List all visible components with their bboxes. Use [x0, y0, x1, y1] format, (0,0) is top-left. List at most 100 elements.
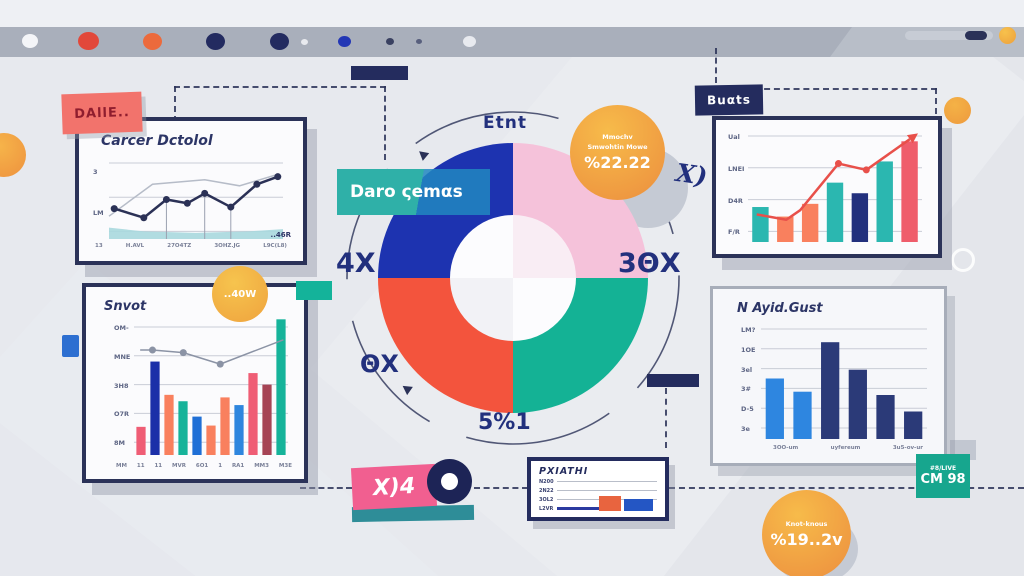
toolbar-orange-knob[interactable]	[999, 27, 1016, 44]
pxlatl-row-label: 2N22	[539, 487, 554, 494]
pxlatl-row: N200	[539, 477, 657, 486]
avid-panel-title: N Ayid.Gust	[737, 301, 823, 316]
buats-bar-chart-panel: Ual LNEI D4R F/R	[712, 116, 942, 258]
window-dot[interactable]	[338, 35, 351, 47]
y-axis-label: 8M	[114, 439, 125, 448]
x-axis-label: 1	[218, 463, 223, 469]
forty-percent-badge: ..40W	[212, 266, 268, 322]
career-x-axis: 13 H.AVL 27O4TZ 3OHZ.JG L9C(L8)	[95, 243, 287, 253]
y-axis-label: 1OE	[741, 345, 756, 354]
x-axis-label: MM	[116, 463, 127, 469]
y-axis-label: 3	[93, 168, 98, 176]
y-axis-label: MNE	[114, 352, 131, 361]
window-control-dots[interactable]	[0, 27, 520, 57]
donut-label-right: 3ΘX	[618, 248, 681, 279]
x-axis-label: MVR	[172, 463, 186, 469]
window-dot[interactable]	[463, 35, 476, 47]
pxlatl-row-label: 3OL2	[539, 496, 554, 503]
donut-label-left: 4X	[336, 248, 376, 279]
y-axis-label: 3e	[741, 425, 750, 433]
y-axis-label: Ual	[728, 133, 740, 141]
snvot-bar-chart: OM- MNE 3H8 O7R 8M	[114, 319, 292, 457]
stat-bottom-line1: Knot-knous	[785, 520, 828, 529]
x-axis-label: M3E	[278, 463, 292, 469]
stat-bottom-value: %19..2v	[770, 529, 843, 549]
donut-tag-label: Daro ςemαs	[350, 182, 463, 202]
dashed-connector	[935, 88, 937, 114]
career-line-chart-panel: Carcer Dctolol 3 LM 13 H.AVL 27O4TZ 3OHZ.JG L…	[75, 117, 307, 265]
y-axis-label: 3el	[741, 365, 753, 374]
x04-donut-icon	[427, 459, 472, 504]
forty-percent-value: ..40W	[223, 288, 257, 300]
teal-accent-strip	[296, 281, 332, 300]
window-dot[interactable]	[301, 38, 308, 45]
y-axis-label: D-5	[741, 405, 754, 414]
snvot-panel-title: Snvot	[104, 299, 147, 314]
pxlatl-cluster-bar	[624, 499, 640, 511]
stat-top-line2: Smwohtin Mowe	[587, 143, 648, 151]
pxlatl-cluster-bar	[640, 499, 653, 511]
edge-orange-circle	[0, 133, 26, 177]
stat-top-line1: Mmochv	[602, 133, 633, 142]
buats-bar-chart: Ual LNEI D4R F/R	[728, 132, 926, 244]
dalle-tag: DAllE..	[61, 91, 143, 135]
avid-x-axis: 3OO-um uyfereum 3u5-ov-ur	[773, 445, 923, 455]
snvot-bar-chart-panel: Snvot OM- MNE 3H8 O7R 8M MM 11 11 MVR 6O1 1 RA1 MM3…	[82, 283, 308, 483]
pxlatl-row-label: L2VR	[539, 505, 554, 512]
y-axis-label: O7R	[114, 410, 130, 419]
y-axis-label: LM	[93, 209, 104, 218]
x-axis-label: 13	[95, 243, 103, 249]
x04-badge: X)4	[350, 463, 438, 511]
career-panel-title: Carcer Dctolol	[101, 133, 213, 149]
career-line-chart: 3 LM	[93, 159, 287, 241]
window-dot[interactable]	[416, 39, 422, 44]
y-axis-label: D4R	[728, 196, 743, 205]
window-dot[interactable]	[22, 34, 38, 48]
dashed-connector	[174, 86, 386, 88]
x-axis-label: H.AVL	[125, 243, 145, 249]
window-dot[interactable]	[270, 32, 289, 50]
toolbar-progress-bar[interactable]	[905, 31, 993, 40]
x-axis-label: 3OO-um	[773, 445, 799, 451]
window-dot[interactable]	[206, 32, 225, 50]
x-axis-label: MM3	[254, 463, 269, 469]
career-annotation: ..46R	[270, 231, 291, 239]
orange-dot	[944, 97, 971, 124]
pxlatl-row-line	[557, 481, 657, 482]
stat-circle-bottom: Knot-knous %19..2v	[762, 490, 851, 576]
x-axis-label: L9C(L8)	[263, 243, 287, 249]
window-dot[interactable]	[143, 32, 162, 50]
navy-deco-bar	[351, 66, 408, 80]
cm98-value: CM 98	[920, 471, 966, 487]
y-axis-label: LNEI	[728, 164, 745, 173]
x-axis-label: 6O1	[195, 463, 209, 469]
window-dot[interactable]	[78, 31, 99, 50]
window-dot[interactable]	[386, 38, 394, 45]
y-axis-label: 3#	[741, 385, 751, 394]
edge-blue-square	[62, 335, 79, 357]
stat-circle-top: Mmochv Smwohtin Mowe %22.22	[570, 105, 665, 200]
buats-badge: Buαts	[694, 84, 764, 116]
pxlatl-cluster-bar	[599, 496, 621, 511]
pxlatl-row: 2N22	[539, 486, 657, 495]
y-axis-label: OM-	[114, 324, 129, 332]
x04-label: X)4	[372, 473, 416, 501]
pxlatl-title: PXIATHI	[539, 466, 589, 477]
donut-label-bottom: 5%1	[478, 410, 531, 435]
progress-fill	[965, 31, 987, 40]
x-axis-label: 11	[136, 463, 145, 469]
y-axis-label: F/R	[728, 228, 740, 237]
dashed-connector	[474, 487, 528, 489]
cm98-badge: #8/LIVE CM 98	[916, 454, 970, 498]
x-axis-label: 11	[154, 463, 163, 469]
window-top-strip	[0, 0, 1024, 27]
avid-bar-chart-panel: N Ayid.Gust LM? 1OE 3el 3# D-5 3e 3OO-um uyfer…	[710, 286, 947, 466]
cm98-small-text: #8/LIVE	[929, 464, 957, 472]
pxlatl-row-label: N200	[539, 478, 554, 485]
x-axis-label: uyfereum	[830, 445, 861, 451]
x-axis-label: 27O4TZ	[167, 243, 192, 249]
pxlatl-row-line	[557, 490, 657, 491]
stat-top-value: %22.22	[584, 152, 651, 172]
donut-center-tag: Daro ςemαs	[337, 169, 490, 215]
